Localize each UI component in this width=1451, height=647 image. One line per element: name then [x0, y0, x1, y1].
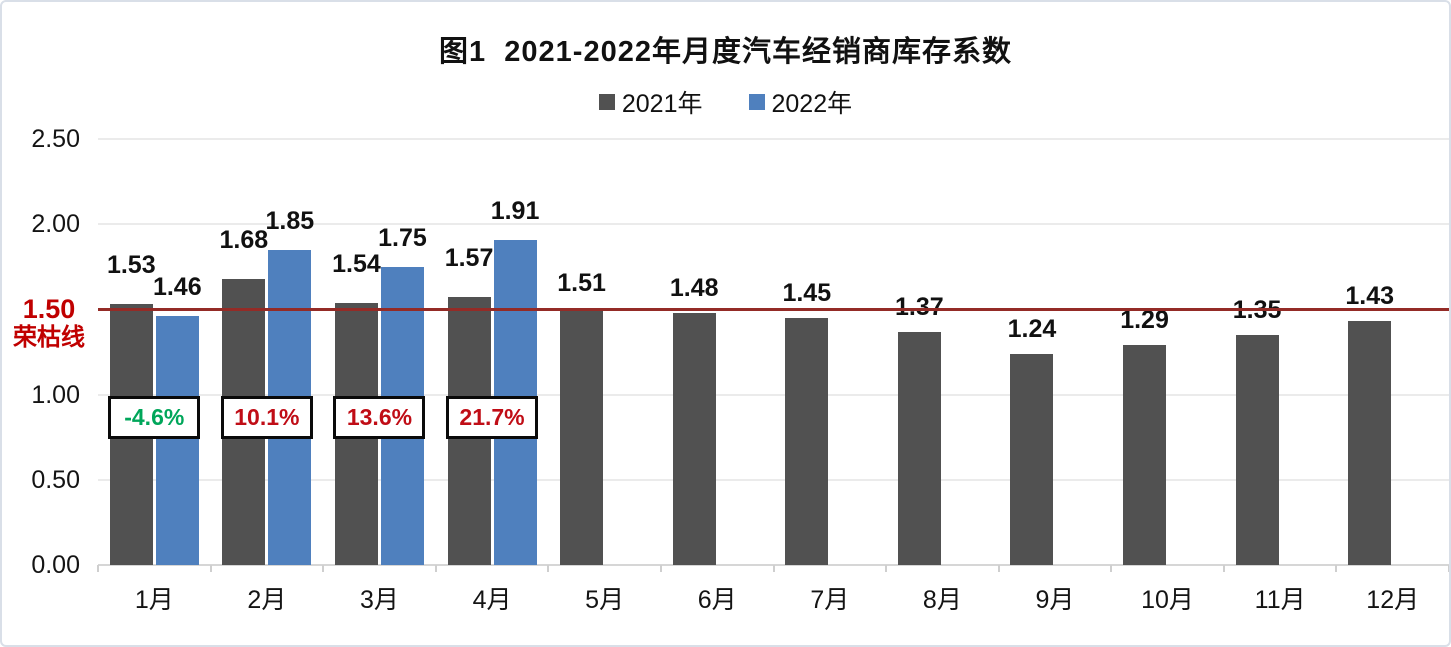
yoy-change-box-3月: 13.6% [333, 396, 426, 439]
x-axis-label-3月: 3月 [360, 586, 399, 614]
bar-2021年-7月 [785, 317, 829, 565]
x-axis-label-8月: 8月 [922, 586, 962, 614]
gridline [98, 393, 1449, 396]
value-label-2021年-5月: 1.51 [557, 268, 606, 297]
x-axis-label-11月: 11月 [1254, 586, 1306, 614]
value-label-2021年-2月: 1.68 [219, 225, 269, 254]
value-label-2022年-3月: 1.75 [378, 223, 427, 252]
y-axis-tick-label: 0.00 [31, 551, 80, 579]
legend-item-2022: 2022年 [748, 84, 853, 120]
value-label-2021年-9月: 1.24 [1007, 314, 1057, 343]
x-axis-label-10月: 10月 [1141, 586, 1194, 614]
x-axis-tickmark [209, 565, 212, 572]
x-axis-label-4月: 4月 [472, 586, 512, 614]
x-axis-tickmark [772, 565, 775, 572]
value-label-2021年-10月: 1.29 [1120, 306, 1169, 335]
boom-bust-line [98, 307, 1449, 311]
x-axis-label-5月: 5月 [585, 586, 625, 614]
bar-2021年-10月 [1123, 345, 1167, 565]
gridline [98, 223, 1449, 226]
value-label-2022年-1月: 1.46 [152, 273, 202, 302]
y-axis-tick-label: 2.00 [31, 210, 80, 239]
value-label-2021年-6月: 1.48 [669, 273, 719, 302]
yoy-change-box-4月: 21.7% [446, 396, 539, 439]
bar-2022年-1月 [155, 316, 199, 565]
y-axis-tick-label: 0.50 [31, 465, 80, 494]
x-axis-tickmark [659, 565, 662, 572]
bar-2021年-5月 [560, 307, 604, 565]
x-axis-label-12月: 12月 [1366, 586, 1420, 614]
bar-2021年-12月 [1348, 321, 1392, 565]
legend-item-2021: 2021年 [598, 84, 703, 120]
x-axis-label-1月: 1月 [134, 586, 174, 614]
x-axis-tickmark [434, 565, 437, 572]
x-axis-label-7月: 7月 [810, 586, 850, 614]
value-label-2022年-4月: 1.91 [490, 196, 540, 225]
gridline [98, 478, 1449, 481]
x-axis-label-6月: 6月 [697, 586, 737, 614]
x-axis-label-2月: 2月 [247, 586, 287, 614]
value-label-2021年-3月: 1.54 [332, 249, 381, 278]
x-axis-tickmark [1335, 565, 1338, 572]
x-axis-tickmark [885, 565, 888, 572]
value-label-2021年-4月: 1.57 [444, 244, 494, 273]
x-axis-tickmark [1110, 565, 1113, 572]
x-axis-tickmark [322, 565, 325, 572]
legend: 2021年 2022年 [2, 84, 1449, 120]
bar-2021年-11月 [1235, 334, 1279, 565]
x-axis-tickmark [547, 565, 550, 572]
y-axis-tick-label: 2.50 [31, 125, 80, 153]
value-label-2022年-2月: 1.85 [265, 206, 315, 235]
x-axis-label-9月: 9月 [1035, 586, 1075, 614]
y-axis-tick-label: 1.00 [31, 380, 80, 409]
legend-swatch-2021 [598, 94, 615, 110]
bar-2021年-6月 [672, 312, 716, 565]
x-axis-tickmark [997, 565, 1000, 572]
x-axis-tickmark [1222, 565, 1225, 572]
value-label-2021年-8月: 1.37 [895, 292, 944, 321]
legend-label-2021: 2021年 [621, 90, 703, 118]
value-label-2021年-1月: 1.53 [106, 251, 156, 280]
boom-bust-line-label: 1.50 荣枯线 [6, 294, 92, 352]
value-label-2021年-12月: 1.43 [1345, 282, 1395, 311]
x-axis-tickmark [97, 565, 99, 572]
legend-label-2022: 2022年 [771, 90, 853, 118]
x-axis-tickmark [1448, 565, 1449, 572]
yoy-change-box-1月: -4.6% [108, 396, 201, 439]
chart-title: 图1 2021-2022年月度汽车经销商库存系数 [439, 36, 1012, 68]
boom-bust-line-value: 1.50 [22, 294, 76, 324]
legend-swatch-2022 [748, 94, 765, 110]
value-label-2021年-7月: 1.45 [782, 278, 832, 307]
bar-2021年-9月 [1010, 353, 1054, 565]
gridline [98, 138, 1449, 140]
boom-bust-line-name: 荣枯线 [13, 324, 85, 351]
yoy-change-box-2月: 10.1% [220, 396, 313, 439]
bar-2021年-8月 [897, 331, 941, 565]
